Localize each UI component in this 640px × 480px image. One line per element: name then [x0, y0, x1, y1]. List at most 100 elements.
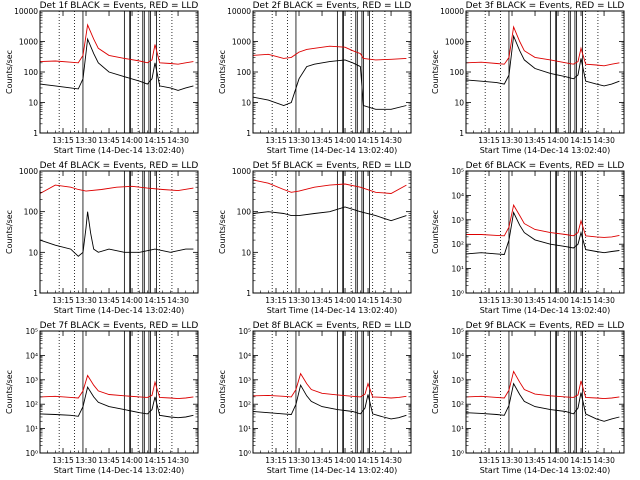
y-tick-label: 10⁵: [25, 327, 38, 336]
y-tick-label: 10⁰: [451, 449, 464, 458]
x-tick-label: 13:45: [98, 136, 120, 145]
plot-frame: [252, 330, 412, 454]
y-tick-label: 10000: [440, 7, 464, 16]
y-tick-label: 100: [237, 208, 252, 217]
x-tick-label: 13:45: [524, 296, 546, 305]
chart-title: Det 5f BLACK = Events, RED = LLD: [253, 161, 412, 171]
x-axis-label: Start Time (14-Dec-14 13:02:40): [54, 146, 185, 155]
x-tick-label: 13:15: [478, 296, 500, 305]
x-tick-label: 14:30: [167, 456, 189, 465]
x-tick-label: 14:15: [144, 136, 166, 145]
chart-title: Det 7f BLACK = Events, RED = LLD: [40, 321, 199, 331]
plot-frame: [465, 170, 625, 294]
x-tick-label: 13:30: [288, 456, 310, 465]
x-tick-label: 14:15: [357, 136, 379, 145]
series-events-line: [39, 211, 194, 257]
chart-panel-4: Det 4f BLACK = Events, RED = LLD 1 10 100 10…: [5, 161, 199, 315]
y-tick-label: 100: [24, 208, 39, 217]
series-lld-line: [465, 370, 620, 400]
series-events-line: [252, 383, 407, 420]
y-tick-label: 10: [28, 99, 38, 108]
y-tick-label: 10: [28, 248, 38, 257]
x-tick-label: 14:30: [380, 136, 402, 145]
y-tick-label: 10: [241, 99, 251, 108]
x-tick-label: 14:15: [570, 296, 592, 305]
series-events-line: [252, 206, 407, 222]
y-tick-label: 10⁰: [238, 449, 251, 458]
x-tick-label: 14:00: [547, 296, 569, 305]
x-tick-label: 14:00: [334, 296, 356, 305]
chart-panel-1: Det 1f BLACK = Events, RED = LLD 1 10 100 10…: [5, 1, 199, 155]
chart-title: Det 9f BLACK = Events, RED = LLD: [466, 321, 625, 331]
x-tick-label: 14:15: [144, 296, 166, 305]
x-tick-label: 13:45: [524, 136, 546, 145]
x-axis-label: Start Time (14-Dec-14 13:02:40): [267, 306, 398, 315]
x-tick-label: 14:15: [144, 456, 166, 465]
y-axis-label: Counts/sec: [218, 370, 227, 414]
y-tick-label: 100: [24, 68, 39, 77]
y-axis-label: Counts/sec: [218, 210, 227, 254]
y-tick-label: 1000: [232, 167, 251, 176]
y-tick-label: 1000: [19, 38, 38, 47]
x-tick-label: 13:15: [265, 136, 287, 145]
series-lld-line: [252, 45, 407, 61]
series-lld-line: [39, 374, 194, 400]
chart-panel-7: Det 7f BLACK = Events, RED = LLD 10⁰ 10¹ 10…: [5, 321, 199, 475]
x-tick-label: 13:45: [524, 456, 546, 465]
y-tick-label: 1: [246, 289, 251, 298]
y-tick-label: 10⁴: [238, 351, 251, 360]
chart-title: Det 3f BLACK = Events, RED = LLD: [466, 1, 625, 11]
y-tick-label: 10²: [451, 240, 464, 249]
y-tick-label: 1000: [445, 38, 464, 47]
y-tick-label: 10000: [14, 7, 38, 16]
y-tick-label: 10³: [451, 216, 464, 225]
plot-frame: [252, 170, 412, 294]
chart-title: Det 1f BLACK = Events, RED = LLD: [40, 1, 199, 11]
chart-title: Det 2f BLACK = Events, RED = LLD: [253, 1, 412, 11]
x-tick-label: 13:45: [311, 296, 333, 305]
chart-panel-2: Det 2f BLACK = Events, RED = LLD 1 10 100 10…: [218, 1, 412, 155]
plot-frame: [252, 10, 412, 134]
y-tick-label: 1: [246, 129, 251, 138]
x-tick-label: 14:30: [380, 296, 402, 305]
series-events-line: [39, 385, 194, 419]
x-tick-label: 13:30: [75, 136, 97, 145]
x-tick-label: 14:00: [547, 456, 569, 465]
x-tick-label: 13:15: [478, 456, 500, 465]
series-lld-line: [252, 372, 407, 399]
plot-frame: [39, 10, 199, 134]
series-lld-line: [39, 23, 194, 65]
y-tick-label: 100: [237, 68, 252, 77]
x-tick-label: 13:15: [478, 136, 500, 145]
x-tick-label: 13:15: [52, 136, 74, 145]
y-axis-label: Counts/sec: [5, 210, 14, 254]
y-tick-label: 1000: [19, 167, 38, 176]
y-tick-label: 10³: [451, 376, 464, 385]
x-tick-label: 13:15: [52, 456, 74, 465]
x-tick-label: 13:15: [265, 456, 287, 465]
x-tick-label: 13:30: [75, 296, 97, 305]
y-tick-label: 10²: [238, 400, 251, 409]
y-tick-label: 10⁴: [451, 351, 464, 360]
y-tick-label: 10: [241, 248, 251, 257]
x-tick-label: 14:30: [593, 456, 615, 465]
x-axis-label: Start Time (14-Dec-14 13:02:40): [480, 466, 611, 475]
y-tick-label: 10²: [451, 400, 464, 409]
series-events-line: [465, 211, 620, 255]
y-tick-label: 10⁰: [451, 289, 464, 298]
x-axis-label: Start Time (14-Dec-14 13:02:40): [480, 306, 611, 315]
series-events-line: [465, 382, 620, 422]
x-tick-label: 13:45: [311, 456, 333, 465]
y-axis-label: Counts/sec: [431, 210, 440, 254]
x-axis-label: Start Time (14-Dec-14 13:02:40): [267, 466, 398, 475]
chart-title: Det 4f BLACK = Events, RED = LLD: [40, 161, 199, 171]
y-tick-label: 10¹: [451, 265, 464, 274]
x-tick-label: 13:45: [98, 296, 120, 305]
x-tick-label: 14:00: [547, 136, 569, 145]
y-tick-label: 10⁰: [25, 449, 38, 458]
series-lld-line: [39, 184, 194, 194]
y-tick-label: 10⁵: [451, 167, 464, 176]
x-tick-label: 14:30: [167, 136, 189, 145]
y-tick-label: 10000: [227, 7, 251, 16]
